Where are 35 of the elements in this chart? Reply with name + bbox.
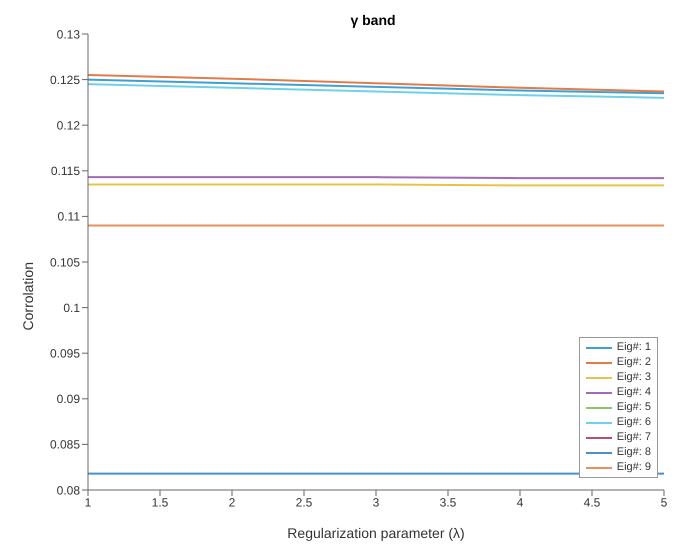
- x-tick-label: 1: [84, 496, 92, 510]
- x-axis-title: Regularization parameter (λ): [287, 524, 465, 541]
- y-tick-label: 0.095: [50, 346, 80, 360]
- y-axis-title: Corrolation: [20, 262, 36, 330]
- chart-title: γ band: [349, 12, 397, 28]
- legend-label: Eig#: 3: [616, 370, 651, 385]
- y-tick-label: 0.1: [63, 300, 80, 315]
- y-tick-label: 0.115: [50, 164, 80, 178]
- y-tick-label: 0.11: [58, 210, 80, 224]
- legend-label: Eig#: 2: [616, 355, 651, 370]
- x-tick-label: 5: [660, 496, 668, 510]
- y-tick-label: 0.125: [50, 72, 80, 87]
- y-tick-label: 0.08: [56, 483, 80, 498]
- y-tick-label: 0.085: [50, 438, 80, 452]
- legend-label: Eig#: 1: [616, 340, 651, 355]
- legend-label: Eig#: 7: [616, 430, 651, 445]
- y-tick-label: 0.12: [56, 118, 80, 132]
- line-series: [88, 74, 664, 92]
- line-series: [88, 83, 664, 99]
- y-tick-label: 0.105: [50, 255, 80, 270]
- legend-label: Eig#: 5: [616, 400, 651, 415]
- x-tick-label: 1.5: [152, 496, 169, 510]
- line-series: [88, 78, 664, 94]
- x-tick-label: 4.5: [584, 496, 601, 510]
- x-tick-label: 2.5: [296, 496, 313, 510]
- x-tick-label: 2: [228, 496, 236, 510]
- x-tick-label: 3.5: [440, 496, 457, 510]
- x-tick-label: 3: [372, 496, 380, 510]
- x-tick-label: 4: [516, 496, 524, 510]
- legend-label: Eig#: 6: [616, 415, 651, 430]
- legend-label: Eig#: 9: [616, 460, 651, 475]
- y-tick-label: 0.13: [56, 27, 80, 42]
- legend-label: Eig#: 8: [616, 445, 651, 460]
- y-tick-label: 0.09: [56, 392, 80, 406]
- legend-label: Eig#: 4: [616, 385, 651, 400]
